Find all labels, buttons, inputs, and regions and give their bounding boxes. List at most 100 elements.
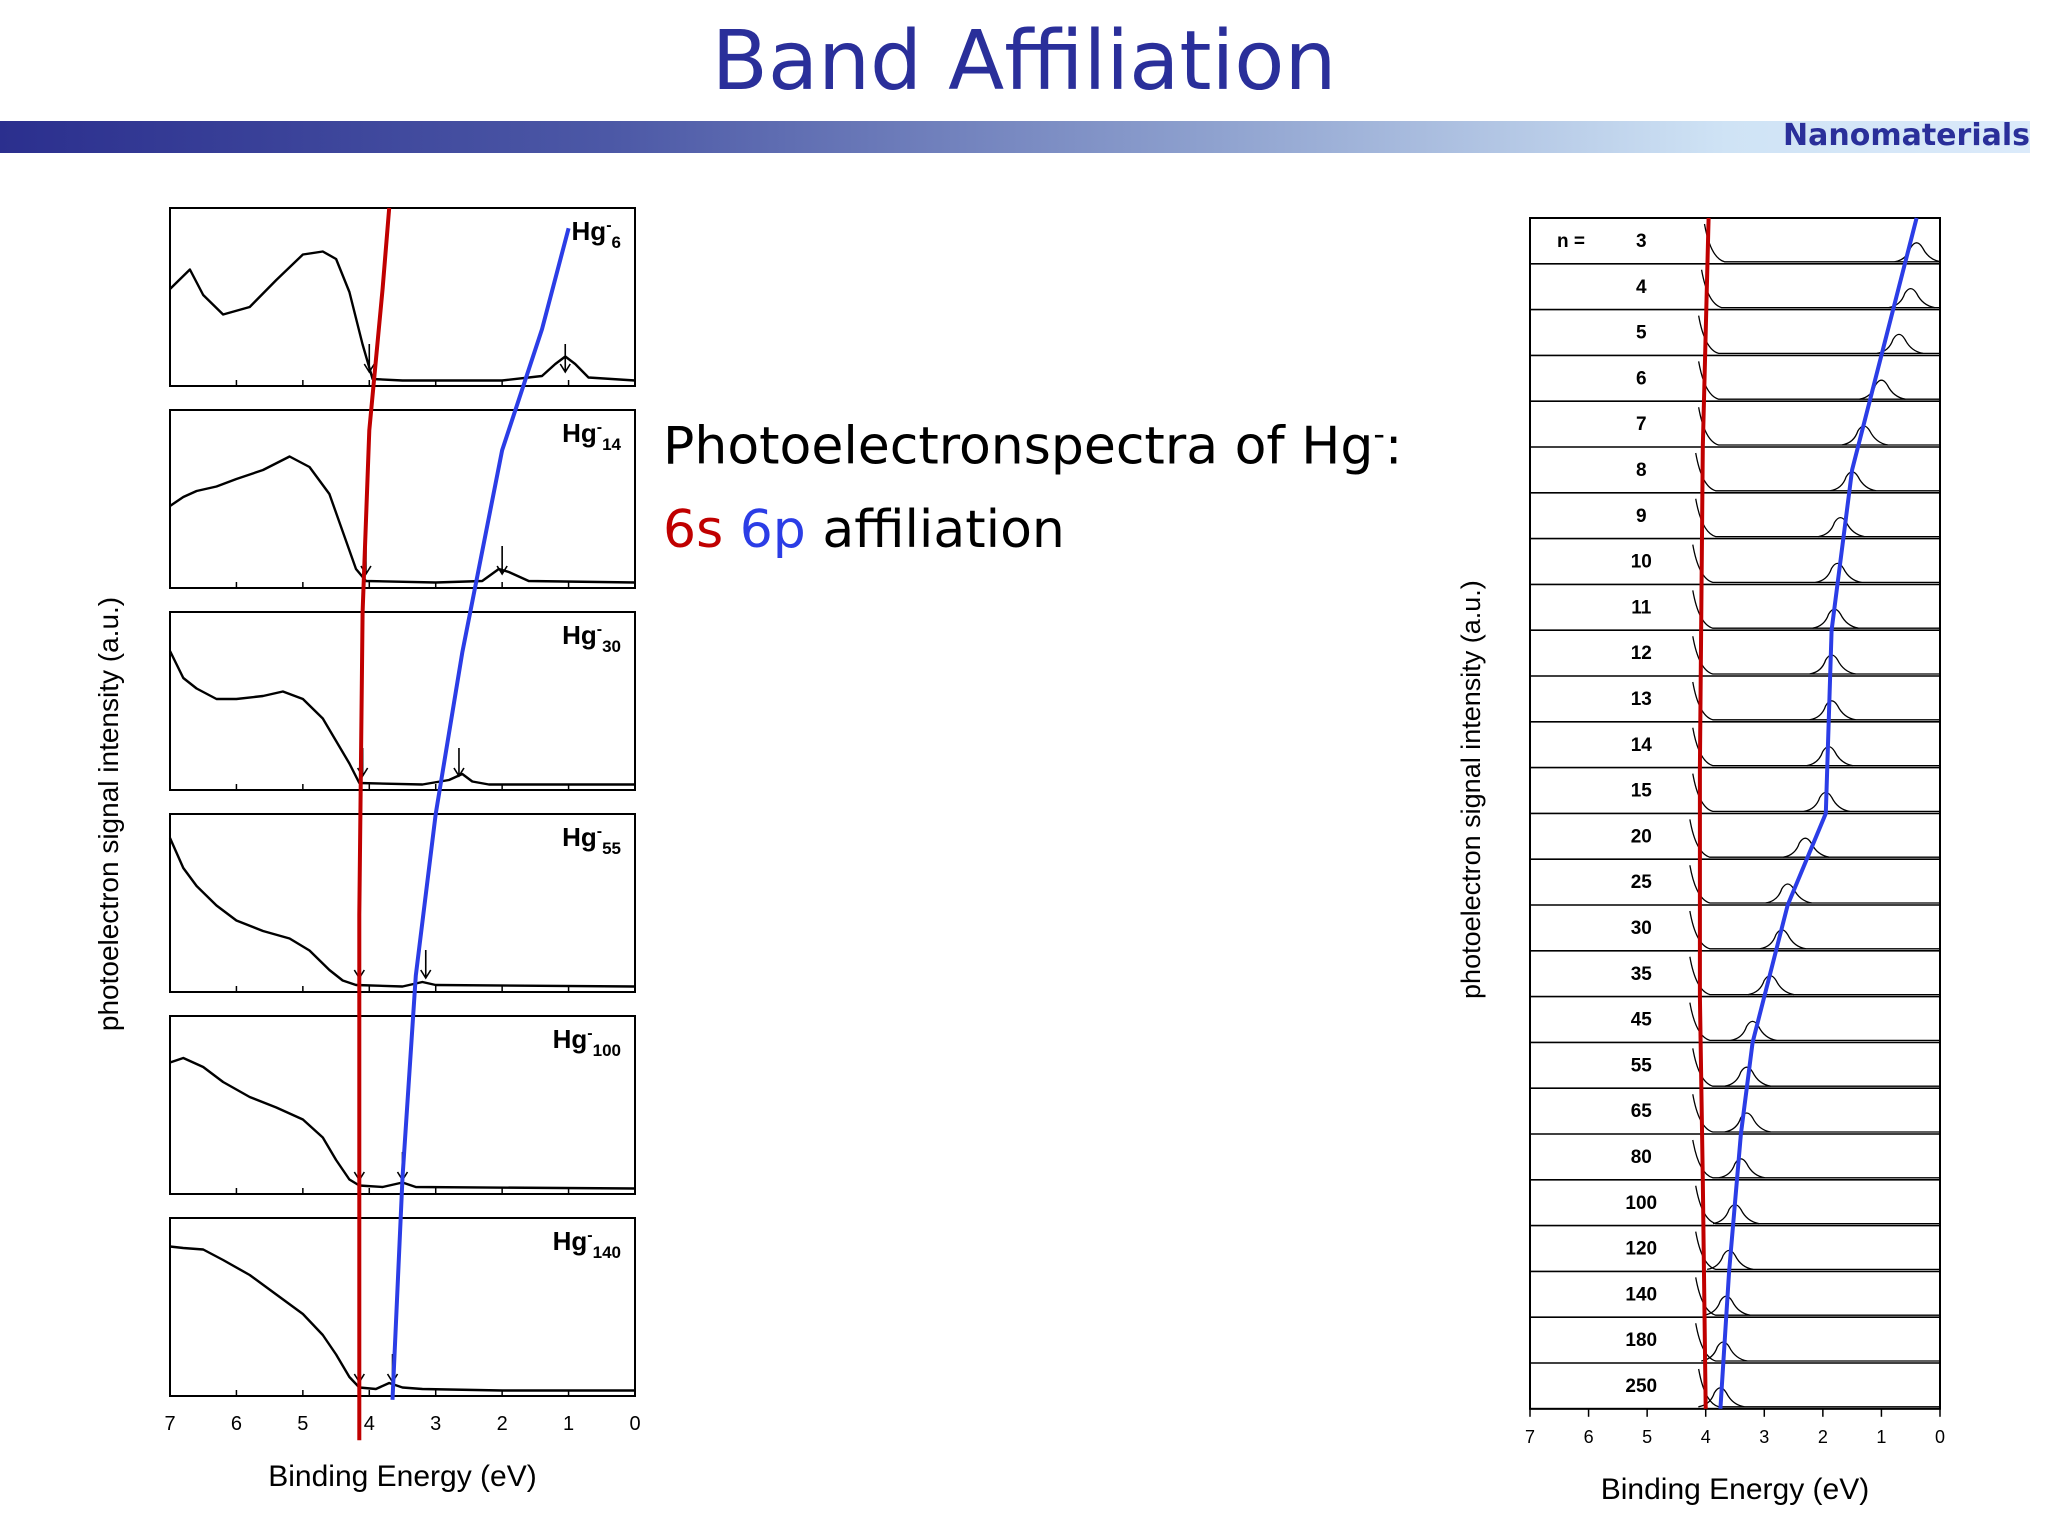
spectrum-line [169,1245,635,1392]
x-tick-label: 4 [364,1413,375,1435]
x-tick-label: 0 [1935,1427,1945,1447]
x-tick-label: 0 [629,1413,640,1435]
y-axis-label: photoelectron signal intensity (a.u.) [1456,580,1486,999]
row-peak [1876,333,1924,355]
caption-superscript: - [1373,415,1385,453]
spectrum-panel-frame [169,409,636,589]
s-band-trend-line [1697,217,1711,1409]
label-base: Hg [553,1024,588,1054]
row-n-label: 11 [1631,597,1652,618]
label-sup: - [587,1227,592,1244]
row-spectrum-edge [1692,773,1940,813]
x-tick-label: 7 [1525,1427,1535,1447]
spectrum-label: Hg-100 [553,1024,621,1060]
row-spectrum-edge [1703,223,1940,263]
row-peak [1765,883,1812,904]
label-base: Hg [562,822,597,852]
row-spectrum-edge [1700,269,1940,309]
label-sup: - [597,419,602,436]
row-n-label: 4 [1636,277,1647,298]
row-n-label: 20 [1631,826,1652,847]
row-peak [1815,562,1862,584]
row-n-label: 3 [1636,231,1647,252]
x-tick-label: 6 [1584,1427,1594,1447]
row-spectrum-edge [1698,407,1940,446]
spectrum-line [168,650,635,786]
row-peak [1783,837,1830,858]
x-tick-label: 5 [297,1413,308,1435]
caption: Photoelectronspectra of Hg-: 6s 6p affil… [663,392,1402,572]
x-tick-label: 7 [164,1413,175,1435]
right-spectra-chart: 3456789101112131415202530354555658010012… [1456,217,1945,1506]
label-sup: - [606,217,611,234]
label-sub: 140 [593,1243,621,1262]
label-sup: - [587,1025,592,1042]
spectrum-label: Hg-30 [562,620,621,656]
row-spectrum-edge [1698,315,1940,355]
row-n-label: 35 [1631,964,1653,985]
row-n-label: 180 [1625,1330,1657,1351]
row-peak [1888,287,1935,309]
label-base: Hg [553,1226,588,1256]
row-n-label: 30 [1631,918,1652,939]
n-equals-label: n = [1557,231,1585,252]
row-n-label: 8 [1636,460,1647,481]
spectrum-label: Hg-14 [562,418,621,454]
row-n-label: 13 [1631,689,1652,710]
row-n-label: 12 [1631,643,1652,664]
row-n-label: 45 [1631,1010,1653,1031]
row-peak [1724,1112,1771,1133]
p-band-trend-line [1718,217,1919,1409]
caption-colon: : [1384,416,1403,477]
peak-arrow [559,344,571,374]
label-sub: 6 [612,233,621,252]
spectrum-label: Hg-55 [562,822,621,858]
spectrum-line [169,1056,636,1190]
label-sup: - [597,621,602,638]
onset-arrow [363,344,375,374]
y-axis-label: photoelectron signal intensity (a.u.) [93,597,124,1031]
p-band-label: 6p [739,500,806,561]
row-spectrum-edge [1695,498,1940,538]
caption-text: Photoelectronspectra of Hg [663,416,1374,477]
label-base: Hg [572,216,607,246]
caption-line-2: 6s 6p affiliation [663,488,1402,572]
x-tick-label: 3 [1759,1427,1769,1447]
label-base: Hg [562,620,597,650]
row-peak [1718,1158,1765,1179]
x-tick-label: 2 [1818,1427,1828,1447]
spectrum-panel-frame [169,611,636,791]
spectrum-line [169,455,636,584]
label-sup: - [597,823,602,840]
title-gradient-bar [0,121,2030,153]
x-tick-label: 1 [1876,1427,1886,1447]
x-axis-label: Binding Energy (eV) [268,1460,536,1493]
peak-arrow [420,950,432,980]
row-n-label: 10 [1631,552,1652,573]
row-n-label: 9 [1636,506,1647,527]
row-n-label: 120 [1625,1239,1657,1260]
row-spectrum-edge [1692,727,1940,767]
row-spectrum-edge [1698,361,1940,400]
row-n-label: 80 [1631,1147,1652,1168]
x-tick-label: 4 [1701,1427,1711,1447]
s-band-label: 6s [663,500,724,561]
x-axis-label: Binding Energy (eV) [1601,1473,1869,1506]
label-sub: 14 [602,435,621,454]
spectrum-panel-frame [169,813,636,993]
row-peak [1724,1066,1771,1087]
x-tick-label: 5 [1642,1427,1652,1447]
row-n-label: 6 [1636,368,1647,389]
x-tick-label: 3 [430,1413,441,1435]
row-n-label: 100 [1625,1193,1657,1214]
affiliation-label: affiliation [822,500,1065,561]
row-peak [1818,516,1865,538]
x-tick-label: 6 [231,1413,242,1435]
peak-arrow [496,546,508,576]
row-n-label: 7 [1636,414,1647,435]
spectrum-label: Hg-6 [572,216,621,252]
label-base: Hg [562,418,597,448]
x-tick-label: 2 [497,1413,508,1435]
row-n-label: 250 [1625,1376,1657,1397]
